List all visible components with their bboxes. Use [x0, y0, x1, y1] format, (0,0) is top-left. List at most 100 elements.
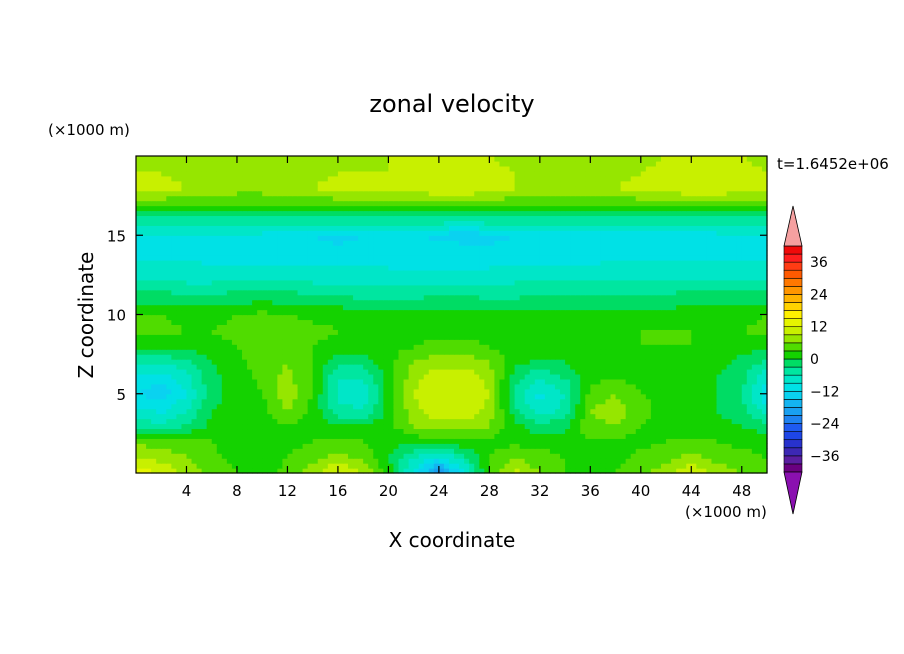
- heatmap-cell: [686, 329, 692, 335]
- heatmap-cell: [236, 423, 243, 430]
- heatmap-cell: [544, 378, 551, 385]
- heatmap-cell: [322, 279, 329, 286]
- heatmap-cell: [423, 329, 430, 335]
- heatmap-cell: [348, 468, 354, 474]
- heatmap-cell: [156, 364, 162, 370]
- heatmap-cell: [186, 359, 193, 365]
- heatmap-cell: [544, 468, 551, 474]
- heatmap-cell: [332, 304, 339, 311]
- heatmap-cell: [736, 463, 743, 469]
- heatmap-cell: [337, 428, 344, 434]
- heatmap-cell: [413, 458, 420, 464]
- heatmap-cell: [469, 309, 475, 316]
- heatmap-cell: [272, 458, 278, 464]
- heatmap-cell: [418, 448, 425, 454]
- heatmap-cell: [211, 329, 218, 335]
- heatmap-cell: [635, 403, 642, 410]
- heatmap-cell: [756, 299, 763, 306]
- heatmap-cell: [499, 299, 506, 306]
- heatmap-cell: [620, 319, 627, 325]
- heatmap-cell: [746, 324, 753, 330]
- heatmap-cell: [701, 368, 708, 375]
- heatmap-cell: [231, 294, 238, 301]
- heatmap-cell: [600, 354, 607, 360]
- heatmap-cell: [454, 279, 460, 286]
- heatmap-cell: [332, 418, 339, 425]
- heatmap-cell: [403, 294, 410, 301]
- heatmap-cell: [731, 453, 738, 459]
- heatmap-cell: [277, 319, 283, 325]
- heatmap-cell: [630, 418, 637, 425]
- heatmap-cell: [519, 458, 526, 464]
- heatmap-cell: [433, 319, 440, 325]
- heatmap-cell: [186, 319, 193, 325]
- heatmap-cell: [348, 279, 354, 286]
- heatmap-cell: [393, 438, 400, 444]
- heatmap-cell: [549, 289, 556, 296]
- heatmap-cell: [196, 339, 203, 345]
- heatmap-cell: [549, 319, 556, 325]
- heatmap-cell: [751, 388, 758, 395]
- heatmap-cell: [711, 344, 718, 350]
- heatmap-cell: [590, 339, 596, 345]
- heatmap-cell: [635, 304, 642, 311]
- heatmap-cell: [691, 398, 697, 405]
- heatmap-cell: [292, 433, 299, 439]
- heatmap-cell: [570, 443, 576, 449]
- heatmap-cell: [716, 423, 723, 430]
- heatmap-cell: [560, 373, 566, 380]
- heatmap-cell: [428, 304, 435, 311]
- heatmap-cell: [383, 314, 389, 321]
- heatmap-cell: [554, 304, 561, 311]
- heatmap-cell: [408, 408, 415, 415]
- heatmap-cell: [272, 364, 278, 370]
- heatmap-cell: [610, 304, 617, 311]
- heatmap-cell: [317, 388, 324, 395]
- heatmap-cell: [560, 284, 566, 291]
- heatmap-cell: [247, 349, 253, 355]
- heatmap-cell: [151, 294, 157, 301]
- heatmap-cell: [691, 403, 697, 410]
- heatmap-cell: [544, 398, 551, 405]
- heatmap-cell: [327, 349, 334, 355]
- heatmap-cell: [464, 393, 470, 400]
- heatmap-cell: [146, 289, 152, 296]
- heatmap-cell: [469, 299, 475, 306]
- heatmap-cell: [287, 433, 294, 439]
- heatmap-cell: [267, 349, 273, 355]
- heatmap-cell: [171, 344, 177, 350]
- heatmap-cell: [358, 368, 364, 375]
- heatmap-cell: [272, 418, 278, 425]
- heatmap-cell: [302, 294, 309, 301]
- heatmap-cell: [317, 349, 324, 355]
- heatmap-cell: [388, 463, 395, 469]
- heatmap-cell: [721, 274, 728, 281]
- heatmap-cell: [575, 359, 581, 365]
- heatmap-cell: [595, 428, 602, 434]
- heatmap-cell: [368, 354, 374, 360]
- heatmap-cell: [191, 378, 198, 385]
- heatmap-cell: [201, 294, 208, 301]
- heatmap-cell: [231, 423, 238, 430]
- heatmap-cell: [554, 314, 561, 321]
- heatmap-cell: [342, 289, 349, 296]
- heatmap-cell: [701, 349, 708, 355]
- heatmap-cell: [257, 408, 263, 415]
- heatmap-cell: [322, 418, 329, 425]
- heatmap-cell: [443, 364, 450, 370]
- heatmap-cell: [580, 339, 586, 345]
- heatmap-cell: [161, 319, 167, 325]
- heatmap-cell: [257, 443, 263, 449]
- heatmap-cell: [570, 324, 576, 330]
- heatmap-cell: [635, 393, 642, 400]
- heatmap-cell: [565, 274, 571, 281]
- heatmap-cell: [600, 418, 607, 425]
- heatmap-cell: [509, 403, 516, 410]
- heatmap-cell: [711, 433, 718, 439]
- heatmap-cell: [560, 279, 566, 286]
- heatmap-cell: [433, 458, 440, 464]
- heatmap-cell: [575, 413, 581, 420]
- heatmap-cell: [181, 378, 188, 385]
- heatmap-cell: [252, 403, 258, 410]
- heatmap-cell: [221, 468, 228, 474]
